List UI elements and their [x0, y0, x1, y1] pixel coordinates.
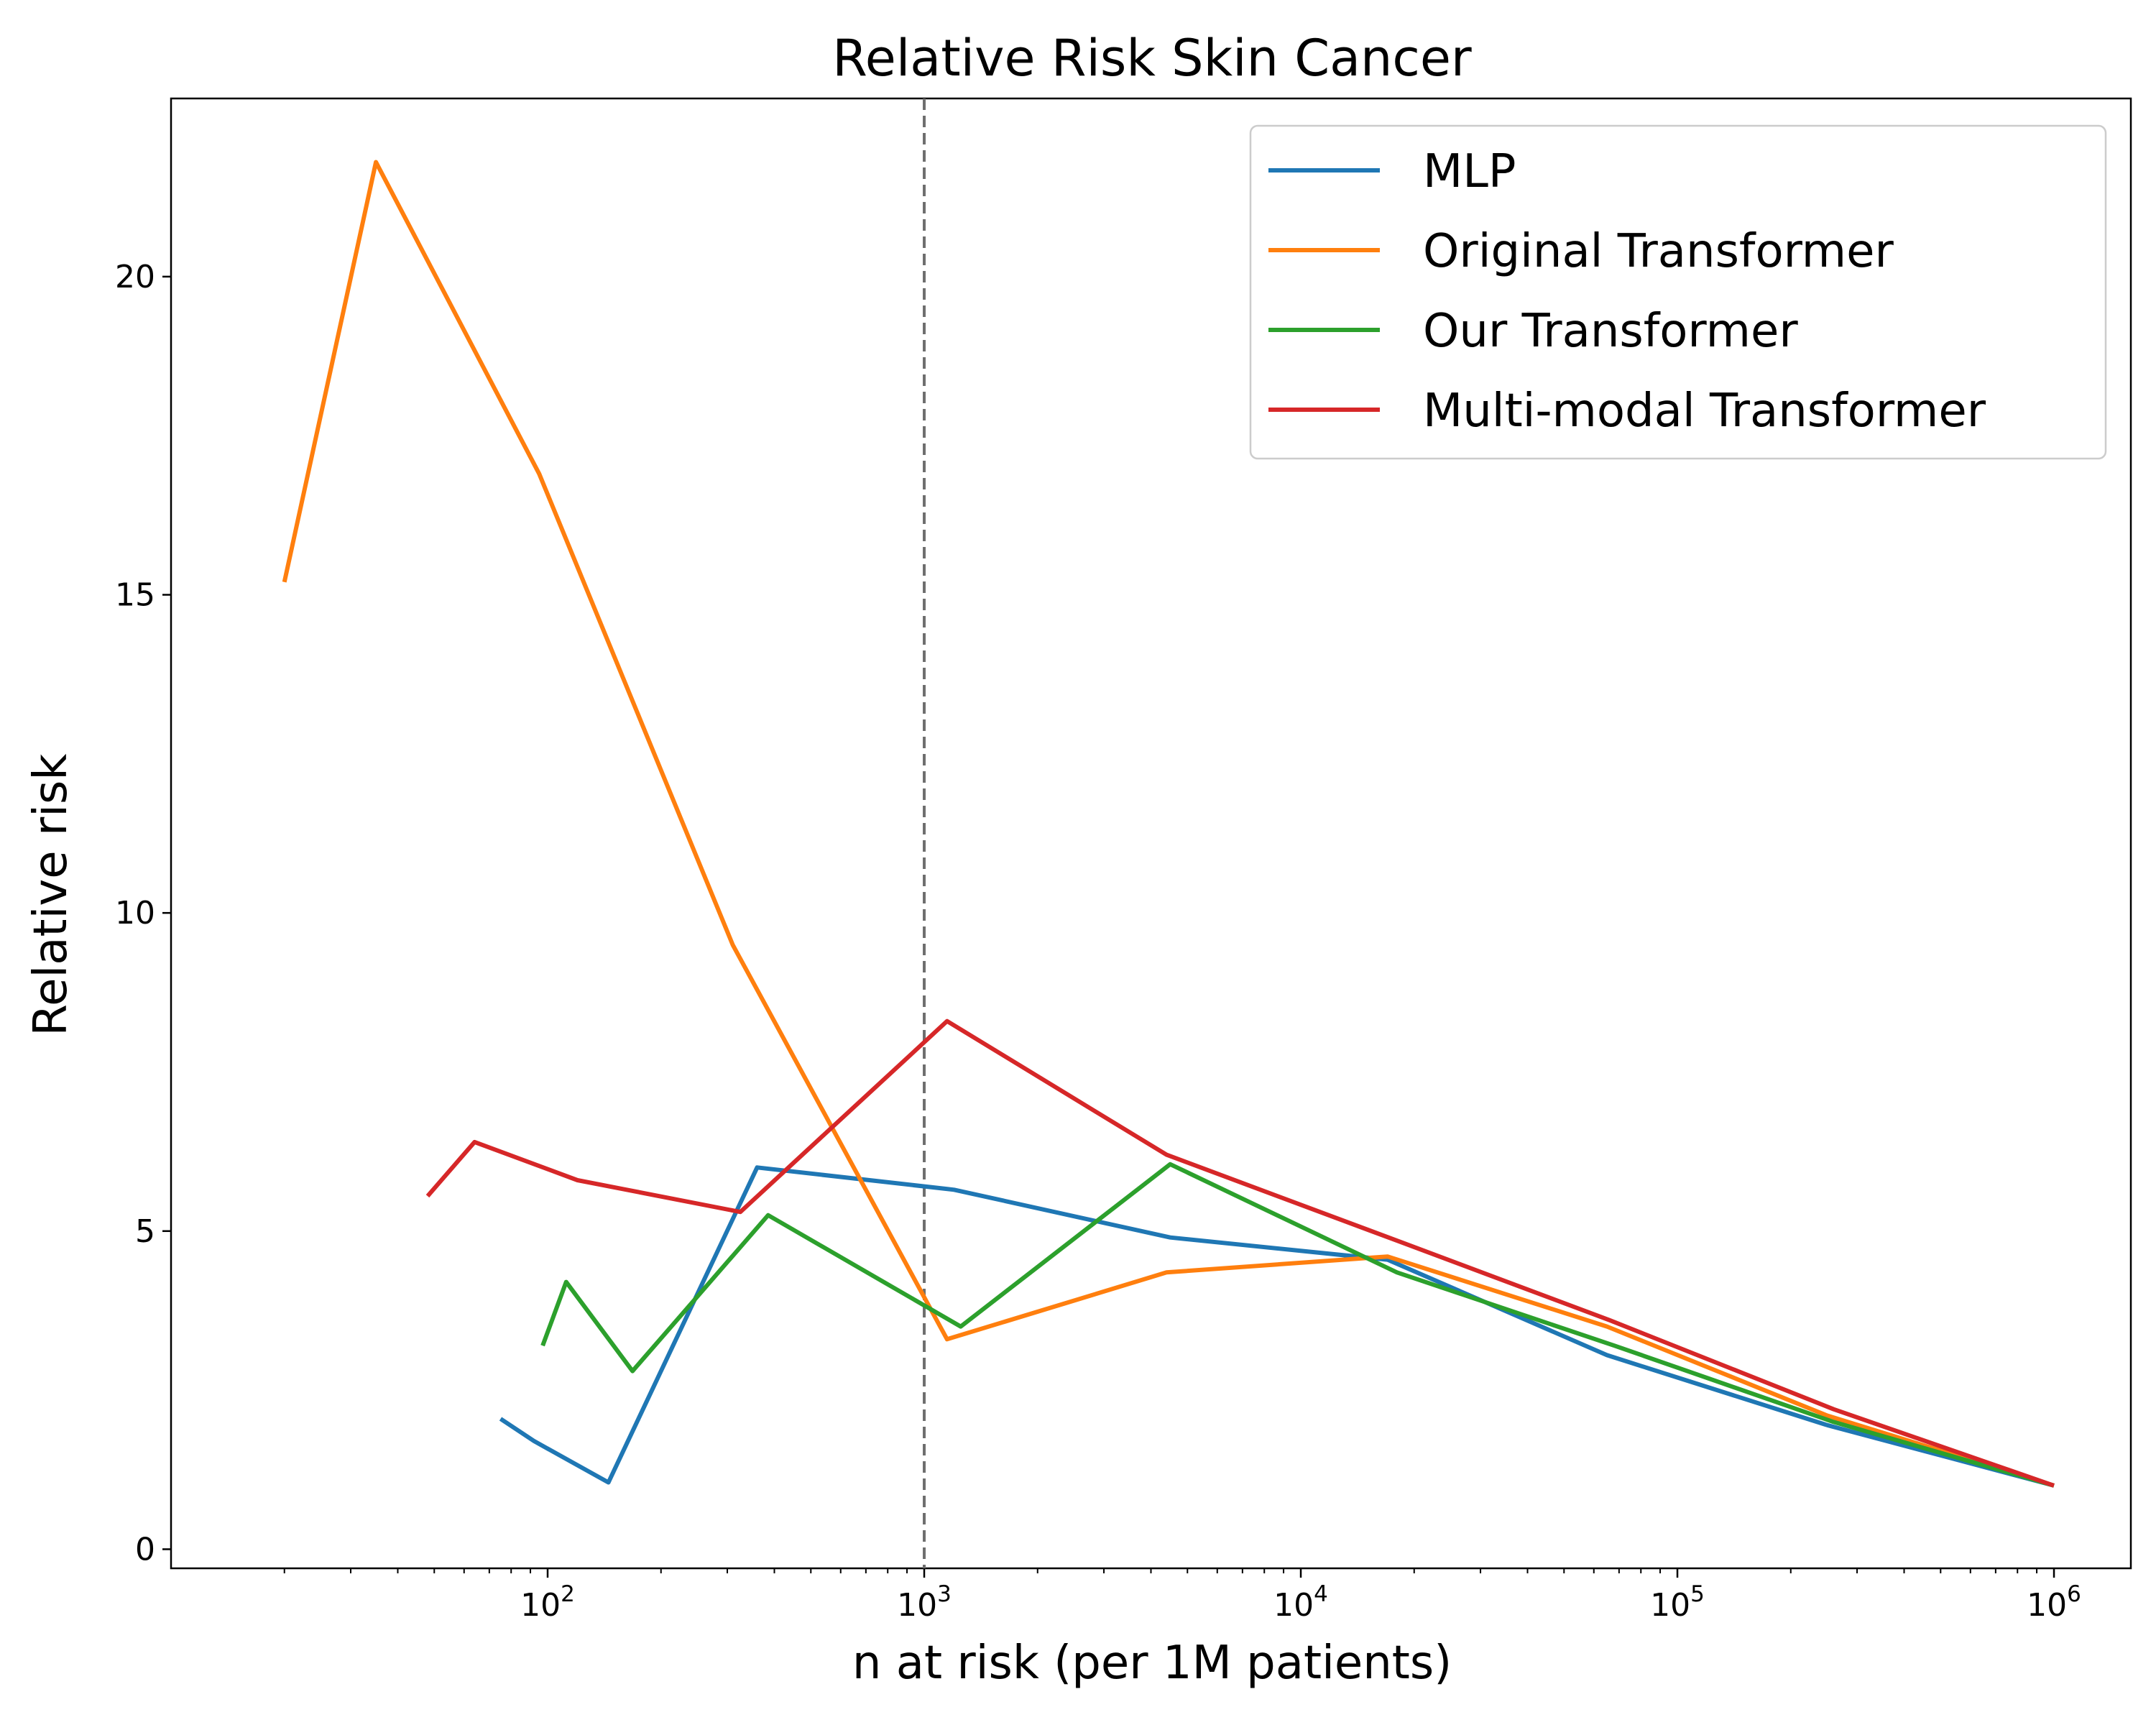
series-line-1: [282, 160, 2055, 1488]
x-tick-label: 103: [897, 1581, 952, 1624]
legend-box: [1249, 124, 2107, 460]
legend: MLP Original Transformer Our Transformer Mu…: [1249, 124, 2107, 460]
y-axis-label: Relative risk: [24, 754, 78, 1036]
x-axis-label: n at risk (per 1M patients): [852, 1637, 1452, 1690]
legend-label-3: Multi-modal Transformer: [1423, 385, 1986, 438]
y-tick-label: 10: [115, 895, 155, 932]
x-tick-label: 105: [1650, 1581, 1705, 1624]
series-line-2: [540, 1162, 2055, 1488]
series-line-0: [499, 1165, 2055, 1488]
legend-label-2: Our Transformer: [1423, 305, 1798, 358]
plot-area: 0 5 10 15 20 102 103 104 105 106: [115, 97, 2132, 1624]
y-tick-label: 20: [115, 259, 155, 295]
y-tick-label: 0: [135, 1531, 155, 1568]
y-tick-label: 15: [115, 577, 155, 614]
chart-title: Relative Risk Skin Cancer: [832, 29, 1472, 88]
x-tick-label: 102: [520, 1581, 575, 1624]
series-line-3: [425, 1018, 2055, 1488]
y-tick-label: 5: [135, 1213, 155, 1250]
legend-label-0: MLP: [1423, 145, 1516, 198]
legend-label-1: Original Transformer: [1423, 225, 1894, 278]
x-tick-label: 104: [1273, 1581, 1328, 1624]
x-tick-label: 106: [2027, 1581, 2081, 1624]
